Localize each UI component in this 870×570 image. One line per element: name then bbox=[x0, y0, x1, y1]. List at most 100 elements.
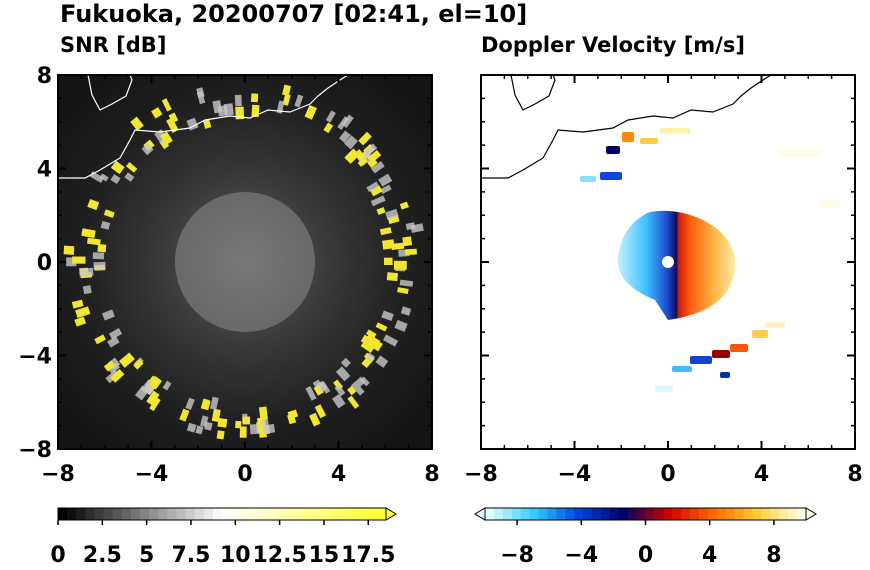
y-tick-label: 4 bbox=[37, 158, 52, 183]
snr-echo-blob bbox=[309, 412, 321, 427]
doppler-echo-cell bbox=[600, 172, 622, 180]
doppler-echo-cell bbox=[606, 146, 620, 154]
snr-echo-blob bbox=[357, 157, 368, 167]
snr-echo-blob bbox=[368, 337, 383, 352]
colorbar-segment bbox=[112, 508, 123, 520]
colorbar-segment bbox=[583, 508, 593, 520]
colorbar-segment bbox=[358, 508, 369, 520]
snr-echo-blob bbox=[216, 430, 225, 440]
doppler-echo-cell bbox=[655, 386, 673, 392]
colorbar-segment bbox=[367, 508, 378, 520]
snr-echo-blob bbox=[200, 415, 209, 427]
doppler-echo-cell bbox=[622, 132, 634, 142]
doppler-panel bbox=[480, 74, 856, 450]
snr-echo-blob bbox=[99, 173, 109, 182]
snr-echo-blob bbox=[82, 285, 92, 295]
doppler-echo-cell bbox=[752, 330, 768, 338]
snr-echo-blob bbox=[217, 418, 228, 428]
snr-echo-blob bbox=[94, 334, 106, 345]
snr-echo-blob bbox=[148, 375, 163, 390]
snr-echo-blob bbox=[74, 316, 87, 327]
snr-echo-blob bbox=[382, 239, 395, 250]
snr-echo-blob bbox=[235, 420, 242, 429]
snr-echo-blob bbox=[103, 360, 116, 372]
colorbar-segment bbox=[222, 508, 232, 520]
snr-echo-blob bbox=[110, 174, 121, 184]
snr-echo-blob bbox=[319, 381, 331, 394]
snr-echo-blob bbox=[363, 143, 378, 158]
snr-echo-blob bbox=[79, 267, 94, 277]
snr-echo-blob bbox=[386, 272, 398, 282]
colorbar-segment bbox=[725, 508, 736, 520]
snr-echo-blob bbox=[101, 309, 115, 321]
colorbar-tick-label: 0 bbox=[638, 543, 653, 568]
colorbar-segment bbox=[556, 508, 566, 520]
x-tick-label: −4 bbox=[558, 462, 592, 487]
snr-echo-blob bbox=[141, 143, 154, 156]
doppler-echoes bbox=[580, 128, 840, 392]
snr-echo-blob bbox=[196, 91, 206, 105]
colorbar-segment bbox=[203, 508, 214, 520]
snr-echo-blob bbox=[380, 184, 392, 195]
colorbar-tick-label: 5 bbox=[139, 543, 154, 568]
snr-echo-blob bbox=[366, 181, 380, 192]
colorbar-segment bbox=[547, 508, 557, 520]
snr-echo-blob bbox=[124, 172, 135, 182]
doppler-echo-cell bbox=[712, 350, 730, 358]
snr-echo-blob bbox=[130, 116, 144, 131]
snr-echo-blob bbox=[344, 135, 358, 150]
snr-echo-blob bbox=[108, 328, 123, 340]
colorbar-segment bbox=[103, 508, 114, 520]
snr-echo-blob bbox=[140, 379, 154, 394]
colorbar-segment bbox=[770, 508, 780, 520]
colorbar-segment bbox=[529, 508, 539, 520]
snr-echo-blob bbox=[391, 242, 405, 251]
snr-echo-blob bbox=[367, 149, 382, 164]
snr-echo-blob bbox=[75, 306, 91, 318]
colorbar-segment bbox=[67, 508, 77, 520]
colorbar-segment bbox=[322, 508, 332, 520]
snr-echo-blob bbox=[265, 423, 276, 434]
snr-echo-blob bbox=[379, 227, 392, 236]
colorbar-segment bbox=[340, 508, 351, 520]
colorbar-segment bbox=[176, 508, 187, 520]
snr-echo-blob bbox=[160, 131, 173, 146]
colorbar-segment bbox=[130, 508, 141, 520]
colorbar-segment bbox=[121, 508, 132, 520]
colorbar-segment bbox=[663, 508, 673, 520]
colorbar-segment bbox=[376, 508, 387, 520]
snr-colorbar: 0 2.5 5 7.5 10 12.5 15 17.5 bbox=[50, 507, 397, 568]
colorbar-segment bbox=[761, 508, 771, 520]
colorbar-segment bbox=[285, 508, 296, 520]
figure-title: Fukuoka, 20200707 [02:41, el=10] bbox=[60, 0, 528, 28]
snr-echo-blob bbox=[87, 199, 100, 211]
doppler-echo-cell bbox=[730, 344, 748, 352]
colorbar-segment bbox=[699, 508, 709, 520]
snr-echo-blob bbox=[378, 173, 393, 187]
colorbar-segment bbox=[167, 508, 177, 520]
snr-echo-blob bbox=[400, 306, 412, 316]
colorbar-segment bbox=[158, 508, 168, 520]
colorbar-segment bbox=[672, 508, 682, 520]
doppler-echo-cell bbox=[672, 366, 692, 372]
snr-echo-blob bbox=[86, 237, 101, 246]
snr-echo-blob bbox=[211, 408, 221, 422]
snr-echo-blob bbox=[347, 385, 357, 396]
snr-echo-blob bbox=[314, 404, 327, 419]
colorbar-segment bbox=[627, 508, 638, 520]
colorbar-segment bbox=[743, 508, 753, 520]
snr-echo-blob bbox=[370, 161, 385, 174]
colorbar-segment bbox=[94, 508, 105, 520]
colorbar-segment bbox=[185, 508, 196, 520]
snr-echo-blob bbox=[325, 110, 336, 123]
doppler-echo-cell bbox=[660, 128, 690, 134]
colorbar-segment bbox=[511, 508, 522, 520]
snr-echo-blob bbox=[381, 310, 394, 321]
snr-echo-blob bbox=[370, 185, 383, 197]
colorbar-extend-max bbox=[385, 507, 397, 521]
colorbar-segment bbox=[752, 508, 762, 520]
x-tick-label: 0 bbox=[237, 462, 252, 487]
snr-echo-blob bbox=[93, 261, 106, 270]
snr-echo-blob bbox=[402, 236, 413, 247]
x-tick-label: 8 bbox=[847, 462, 862, 487]
